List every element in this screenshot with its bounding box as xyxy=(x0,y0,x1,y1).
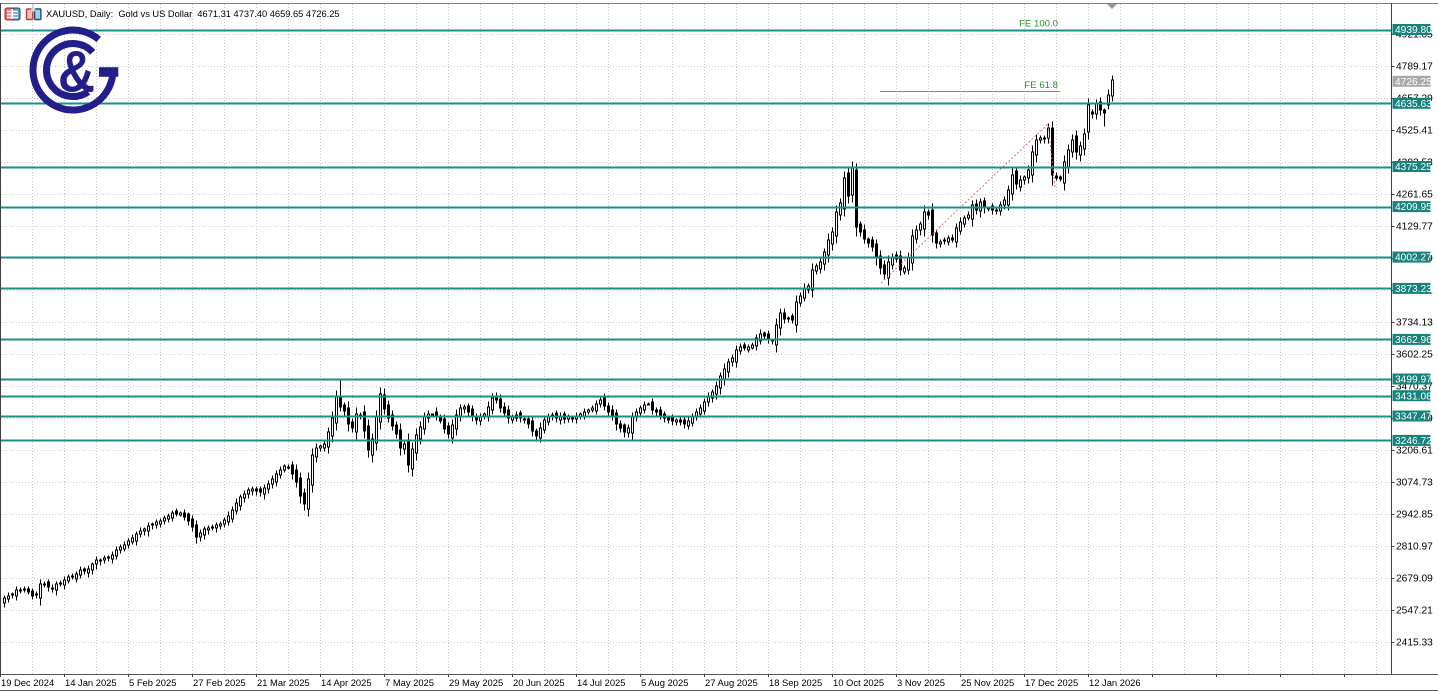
svg-text:4261.65: 4261.65 xyxy=(1396,190,1433,201)
svg-text:3206.61: 3206.61 xyxy=(1396,446,1433,457)
svg-text:3662.96: 3662.96 xyxy=(1395,335,1432,346)
svg-text:4209.95: 4209.95 xyxy=(1395,202,1432,213)
svg-text:12 Jan 2026: 12 Jan 2026 xyxy=(1089,677,1141,688)
svg-text:14 Jul 2025: 14 Jul 2025 xyxy=(577,677,625,688)
svg-text:5 Aug 2025: 5 Aug 2025 xyxy=(641,677,688,688)
svg-text:14 Jan 2025: 14 Jan 2025 xyxy=(65,677,117,688)
svg-text:4635.63: 4635.63 xyxy=(1395,99,1432,110)
svg-text:2942.85: 2942.85 xyxy=(1396,510,1433,521)
svg-text:14 Apr 2025: 14 Apr 2025 xyxy=(321,677,372,688)
svg-text:4789.17: 4789.17 xyxy=(1396,62,1433,73)
svg-text:21 Mar 2025: 21 Mar 2025 xyxy=(257,677,310,688)
svg-text:2810.97: 2810.97 xyxy=(1396,542,1433,553)
svg-text:3074.73: 3074.73 xyxy=(1396,478,1433,489)
svg-text:4129.77: 4129.77 xyxy=(1396,222,1433,233)
svg-text:2547.21: 2547.21 xyxy=(1396,606,1433,617)
svg-text:4726.25: 4726.25 xyxy=(1395,77,1432,88)
svg-text:3347.47: 3347.47 xyxy=(1395,412,1432,423)
svg-text:3470.37: 3470.37 xyxy=(1396,382,1433,393)
svg-text:25 Nov 2025: 25 Nov 2025 xyxy=(961,677,1014,688)
svg-text:2679.09: 2679.09 xyxy=(1396,574,1433,585)
svg-text:3499.97: 3499.97 xyxy=(1395,375,1432,386)
svg-text:17 Dec 2025: 17 Dec 2025 xyxy=(1025,677,1078,688)
svg-text:2415.33: 2415.33 xyxy=(1396,638,1433,649)
svg-text:7 May 2025: 7 May 2025 xyxy=(385,677,434,688)
svg-text:XAUUSD, Daily: Gold vs US Dol: XAUUSD, Daily: Gold vs US Dollar 4671.31… xyxy=(46,9,340,19)
svg-text:3246.72: 3246.72 xyxy=(1395,436,1432,447)
svg-text:29 May 2025: 29 May 2025 xyxy=(449,677,503,688)
svg-text:3734.13: 3734.13 xyxy=(1396,318,1433,329)
svg-text:3873.23: 3873.23 xyxy=(1395,284,1432,295)
svg-text:10 Oct 2025: 10 Oct 2025 xyxy=(833,677,884,688)
svg-text:&: & xyxy=(58,40,95,105)
svg-text:4002.27: 4002.27 xyxy=(1395,253,1432,264)
svg-text:27 Feb 2025: 27 Feb 2025 xyxy=(193,677,246,688)
svg-text:FE 100.0: FE 100.0 xyxy=(1019,19,1058,30)
svg-text:4525.41: 4525.41 xyxy=(1396,126,1433,137)
svg-text:FE 61.8: FE 61.8 xyxy=(1024,80,1058,91)
svg-text:27 Aug 2025: 27 Aug 2025 xyxy=(705,677,758,688)
svg-text:3431.08: 3431.08 xyxy=(1395,391,1432,402)
svg-text:18 Sep 2025: 18 Sep 2025 xyxy=(769,677,822,688)
svg-text:3602.25: 3602.25 xyxy=(1396,350,1433,361)
svg-text:5 Feb 2025: 5 Feb 2025 xyxy=(129,677,176,688)
svg-text:20 Jun 2025: 20 Jun 2025 xyxy=(513,677,565,688)
svg-text:19 Dec 2024: 19 Dec 2024 xyxy=(1,677,54,688)
svg-text:4939.80: 4939.80 xyxy=(1395,25,1432,36)
svg-text:4375.25: 4375.25 xyxy=(1395,162,1432,173)
svg-text:3 Nov 2025: 3 Nov 2025 xyxy=(897,677,945,688)
